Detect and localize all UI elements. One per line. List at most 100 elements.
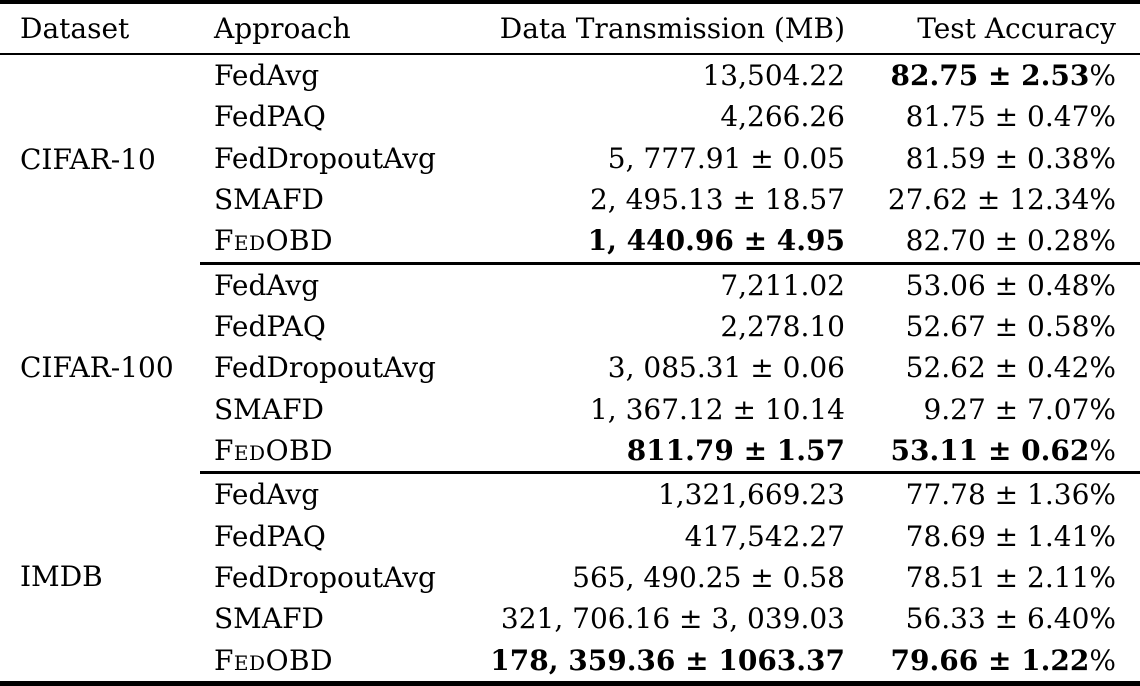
accuracy-value: 78.69 ± 1.41% bbox=[845, 516, 1140, 557]
approach-label: FedAvg bbox=[214, 478, 320, 512]
accuracy-value: 53.11 ± 0.62% bbox=[845, 429, 1140, 475]
transmission-value: 417,542.27 bbox=[684, 519, 845, 553]
accuracy-value: 56.33 ± 6.40% bbox=[845, 598, 1140, 639]
percent-sign: % bbox=[1089, 602, 1116, 636]
approach-label: FedDropoutAvg bbox=[214, 141, 436, 175]
transmission-value: 321, 706.16 ± 3, 039.03 bbox=[500, 602, 845, 636]
percent-sign: % bbox=[1089, 183, 1116, 217]
table-row: FedPAQ 4,266.26 81.75 ± 0.47% bbox=[0, 96, 1140, 137]
accuracy-number: 81.75 ± 0.47 bbox=[905, 100, 1090, 134]
percent-sign: % bbox=[1089, 478, 1116, 512]
accuracy-value: 82.75 ± 2.53% bbox=[845, 54, 1140, 96]
accuracy-number: 9.27 ± 7.07 bbox=[923, 392, 1090, 426]
percent-sign: % bbox=[1089, 59, 1116, 93]
accuracy-value: 77.78 ± 1.36% bbox=[845, 473, 1140, 516]
accuracy-number: 77.78 ± 1.36 bbox=[905, 478, 1090, 512]
accuracy-value: 53.06 ± 0.48% bbox=[845, 263, 1140, 306]
transmission-value: 7,211.02 bbox=[720, 268, 845, 302]
percent-sign: % bbox=[1089, 643, 1116, 677]
accuracy-number: 78.51 ± 2.11 bbox=[905, 561, 1090, 595]
accuracy-number: 78.69 ± 1.41 bbox=[905, 519, 1090, 553]
transmission-value: 5, 777.91 ± 0.05 bbox=[607, 141, 845, 175]
accuracy-number: 81.59 ± 0.38 bbox=[905, 141, 1090, 175]
table-row: FedPAQ 417,542.27 78.69 ± 1.41% bbox=[0, 516, 1140, 557]
approach-label: FedPAQ bbox=[214, 519, 326, 553]
approach-label: FedAvg bbox=[214, 59, 320, 93]
accuracy-value: 52.62 ± 0.42% bbox=[845, 347, 1140, 388]
table-row: SMAFD 321, 706.16 ± 3, 039.03 56.33 ± 6.… bbox=[0, 598, 1140, 639]
dataset-cell: IMDB bbox=[20, 560, 103, 594]
approach-label: FedOBD bbox=[200, 429, 462, 475]
transmission-value: 1,321,669.23 bbox=[657, 478, 845, 512]
approach-label: FedPAQ bbox=[214, 310, 326, 344]
approach-label: SMAFD bbox=[214, 392, 324, 426]
table-row: SMAFD 1, 367.12 ± 10.14 9.27 ± 7.07% bbox=[0, 389, 1140, 430]
table-row: CIFAR-10 FedAvg 13,504.22 82.75 ± 2.53% bbox=[0, 54, 1140, 175]
accuracy-number: 79.66 ± 1.22 bbox=[890, 643, 1090, 677]
header-row: Dataset Approach Data Transmission (MB) … bbox=[0, 4, 1140, 55]
approach-label: FedOBD bbox=[200, 220, 462, 265]
approach-label: SMAFD bbox=[214, 602, 324, 636]
transmission-value: 3, 085.31 ± 0.06 bbox=[607, 351, 845, 385]
approach-label: FedPAQ bbox=[214, 100, 326, 134]
column-header-transmission: Data Transmission (MB) bbox=[462, 4, 845, 55]
accuracy-number: 52.67 ± 0.58 bbox=[905, 310, 1090, 344]
transmission-value: 178, 359.36 ± 1063.37 bbox=[490, 643, 845, 677]
table-row: FedDropoutAvg 5, 777.91 ± 0.05 81.59 ± 0… bbox=[0, 138, 1140, 179]
accuracy-number: 53.06 ± 0.48 bbox=[905, 268, 1090, 302]
percent-sign: % bbox=[1089, 519, 1116, 553]
approach-label: SMAFD bbox=[214, 183, 324, 217]
accuracy-number: 56.33 ± 6.40 bbox=[905, 602, 1090, 636]
accuracy-value: 81.75 ± 0.47% bbox=[845, 96, 1140, 137]
column-header-accuracy: Test Accuracy bbox=[845, 4, 1140, 55]
transmission-value: 13,504.22 bbox=[702, 59, 845, 93]
dataset-cell: CIFAR-100 bbox=[20, 351, 174, 385]
approach-label: FedOBD bbox=[214, 643, 334, 677]
transmission-value: 1, 367.12 ± 10.14 bbox=[589, 392, 845, 426]
percent-sign: % bbox=[1089, 310, 1116, 344]
accuracy-number: 82.70 ± 0.28 bbox=[905, 224, 1090, 258]
percent-sign: % bbox=[1089, 141, 1116, 175]
dataset-cell: CIFAR-10 bbox=[20, 142, 156, 176]
table-row: FedDropoutAvg 3, 085.31 ± 0.06 52.62 ± 0… bbox=[0, 347, 1140, 388]
accuracy-value: 9.27 ± 7.07% bbox=[845, 389, 1140, 430]
percent-sign: % bbox=[1089, 351, 1116, 385]
table-row: FedDropoutAvg 565, 490.25 ± 0.58 78.51 ±… bbox=[0, 557, 1140, 598]
accuracy-number: 27.62 ± 12.34 bbox=[887, 183, 1090, 217]
table-row: FedOBD 811.79 ± 1.57 53.11 ± 0.62% bbox=[0, 429, 1140, 475]
percent-sign: % bbox=[1089, 224, 1116, 258]
table-row: SMAFD 2, 495.13 ± 18.57 27.62 ± 12.34% bbox=[0, 179, 1140, 220]
transmission-value: 811.79 ± 1.57 bbox=[462, 429, 845, 475]
column-header-approach: Approach bbox=[200, 4, 462, 55]
table-row: CIFAR-100 FedAvg 7,211.02 53.06 ± 0.48% bbox=[0, 263, 1140, 385]
percent-sign: % bbox=[1089, 268, 1116, 302]
column-header-dataset: Dataset bbox=[0, 4, 200, 55]
percent-sign: % bbox=[1089, 561, 1116, 595]
accuracy-value: 79.66 ± 1.22% bbox=[845, 640, 1140, 681]
approach-label: FedDropoutAvg bbox=[214, 561, 436, 595]
approach-label: FedDropoutAvg bbox=[214, 351, 436, 385]
transmission-value: 2,278.10 bbox=[720, 310, 845, 344]
accuracy-value: 78.51 ± 2.11% bbox=[845, 557, 1140, 598]
table-row: FedOBD 1, 440.96 ± 4.95 82.70 ± 0.28% bbox=[0, 220, 1140, 265]
accuracy-value: 82.70 ± 0.28% bbox=[845, 220, 1140, 265]
transmission-value: 565, 490.25 ± 0.58 bbox=[572, 561, 845, 595]
approach-label: FedAvg bbox=[214, 268, 320, 302]
table-row: FedOBD 178, 359.36 ± 1063.37 79.66 ± 1.2… bbox=[0, 640, 1140, 681]
accuracy-number: 53.11 ± 0.62 bbox=[890, 434, 1090, 468]
results-table: Dataset Approach Data Transmission (MB) … bbox=[0, 4, 1140, 681]
percent-sign: % bbox=[1089, 100, 1116, 134]
accuracy-value: 52.67 ± 0.58% bbox=[845, 306, 1140, 347]
accuracy-value: 27.62 ± 12.34% bbox=[845, 179, 1140, 220]
transmission-value: 1, 440.96 ± 4.95 bbox=[462, 220, 845, 265]
accuracy-number: 52.62 ± 0.42 bbox=[905, 351, 1090, 385]
percent-sign: % bbox=[1089, 392, 1116, 426]
table-row: IMDB FedAvg 1,321,669.23 77.78 ± 1.36% bbox=[0, 473, 1140, 593]
transmission-value: 2, 495.13 ± 18.57 bbox=[589, 183, 845, 217]
table-row: FedPAQ 2,278.10 52.67 ± 0.58% bbox=[0, 306, 1140, 347]
accuracy-value: 81.59 ± 0.38% bbox=[845, 138, 1140, 179]
accuracy-number: 82.75 ± 2.53 bbox=[890, 59, 1090, 93]
percent-sign: % bbox=[1089, 434, 1116, 468]
